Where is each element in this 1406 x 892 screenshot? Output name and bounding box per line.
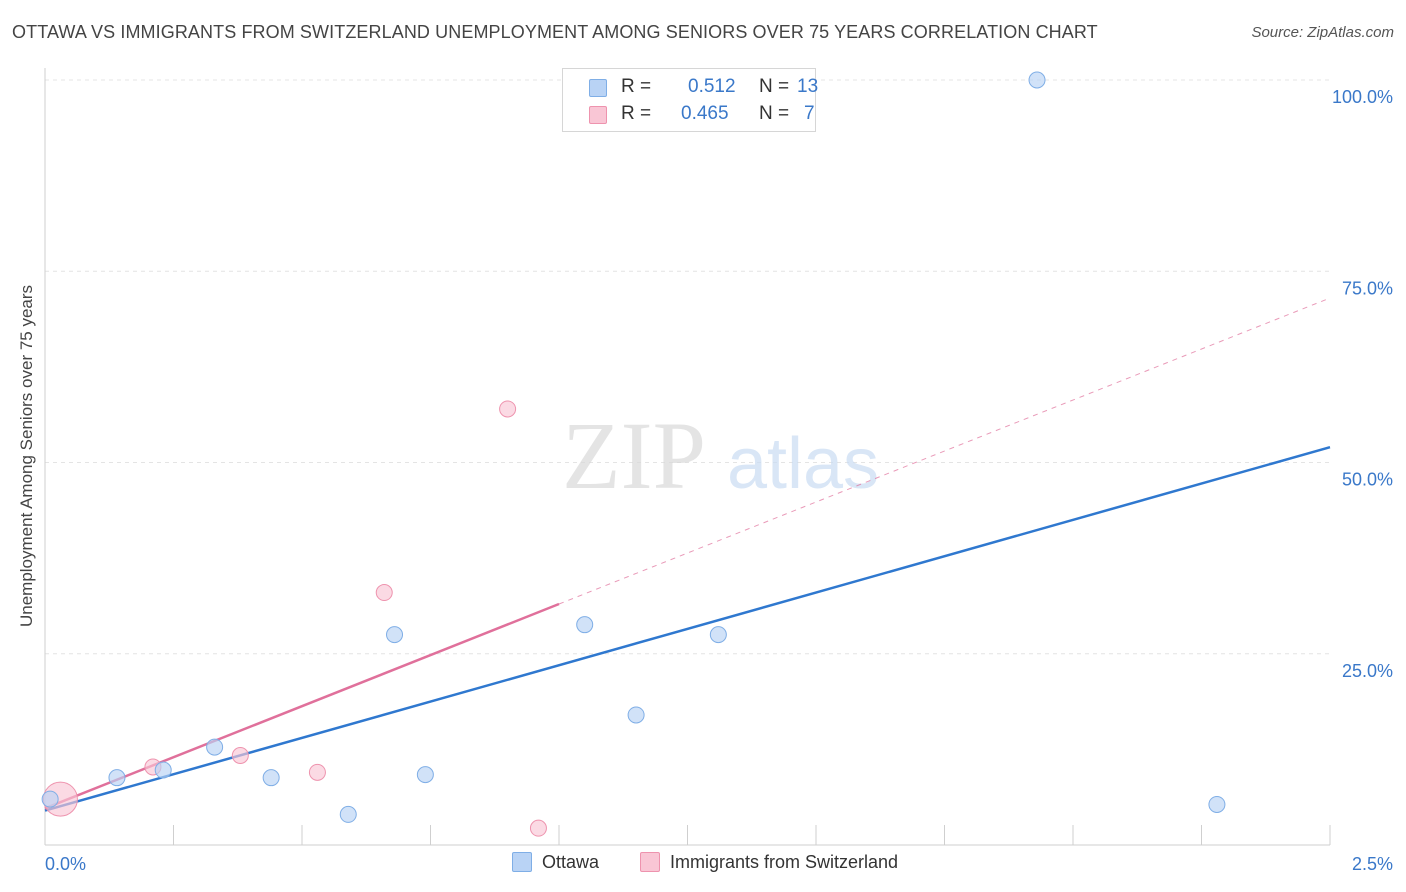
- trendline-switzerland-extension: [558, 297, 1331, 605]
- data-point-ottawa: [206, 738, 224, 756]
- data-point-ottawa: [262, 769, 280, 787]
- data-point-ottawa: [627, 706, 645, 724]
- legend-n-label: N =: [759, 103, 790, 124]
- data-point-ottawa: [41, 790, 59, 808]
- bottom-legend-label-switzerland: Immigrants from Switzerland: [670, 852, 899, 872]
- data-point-switzerland: [529, 819, 547, 837]
- data-point-switzerland: [231, 746, 249, 764]
- bottom-legend-ottawa: Ottawa: [512, 852, 599, 873]
- source-credit: Source: ZipAtlas.com: [1251, 24, 1394, 41]
- y-tick-label: 100.0%: [1332, 87, 1393, 107]
- legend-swatch-ottawa: [589, 79, 607, 97]
- tick-label-layer: 25.0% 50.0% 75.0% 100.0% 0.0% 2.5%: [45, 87, 1393, 874]
- bottom-legend-label-ottawa: Ottawa: [542, 852, 600, 872]
- chart-title: OTTAWA VS IMMIGRANTS FROM SWITZERLAND UN…: [12, 22, 1098, 42]
- data-point-switzerland: [499, 400, 517, 418]
- data-point-ottawa: [1208, 795, 1226, 813]
- legend-n-value: 13: [797, 76, 819, 97]
- legend-r-value: 0.465: [681, 103, 729, 124]
- data-point-ottawa: [339, 805, 357, 823]
- legend-swatch-switzerland: [589, 106, 607, 124]
- bottom-legend-swatch-ottawa: [512, 852, 532, 872]
- y-tick-label: 25.0%: [1342, 661, 1393, 681]
- bottom-legend-swatch-switzerland: [640, 852, 660, 872]
- watermark: ZIP atlas: [562, 402, 879, 509]
- watermark-zip: ZIP: [562, 402, 706, 509]
- y-tick-label: 50.0%: [1342, 470, 1393, 490]
- correlation-legend: R = 0.512 N = 13 R = 0.465 N = 7: [562, 68, 819, 132]
- data-point-ottawa: [386, 626, 404, 644]
- data-point-switzerland: [375, 584, 393, 602]
- data-point-ottawa: [416, 766, 434, 784]
- x-tick-label-max: 2.5%: [1352, 854, 1393, 874]
- data-point-switzerland: [308, 763, 326, 781]
- y-tick-label: 75.0%: [1342, 278, 1393, 298]
- data-point-ottawa: [1028, 71, 1046, 89]
- axis-layer: [44, 68, 1331, 846]
- data-point-ottawa: [576, 616, 594, 634]
- legend-r-label: R =: [621, 103, 652, 124]
- watermark-atlas: atlas: [727, 424, 879, 504]
- legend-n-label: N =: [759, 76, 790, 97]
- legend-r-value: 0.512: [688, 76, 736, 97]
- trendline-ottawa: [44, 445, 1331, 812]
- data-point-ottawa: [709, 626, 727, 644]
- trend-layer: [44, 297, 1331, 812]
- point-layer: [41, 71, 1226, 837]
- y-axis-label: Unemployment Among Seniors over 75 years: [17, 284, 36, 628]
- data-point-ottawa: [108, 769, 126, 787]
- data-point-ottawa: [154, 761, 172, 779]
- trendline-switzerland: [44, 602, 560, 810]
- legend-n-value: 7: [804, 103, 815, 124]
- x-tick-label-min: 0.0%: [45, 854, 86, 874]
- legend-r-label: R =: [621, 76, 652, 97]
- bottom-legend-switzerland: Immigrants from Switzerland: [640, 852, 898, 873]
- grid-layer: [45, 79, 1330, 655]
